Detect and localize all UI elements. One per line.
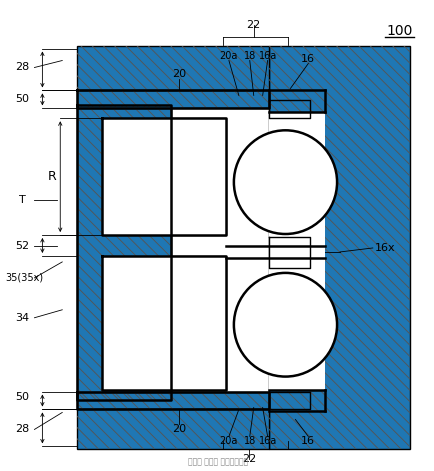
Text: 16a: 16a [258,437,276,447]
PathPatch shape [268,46,408,449]
Text: 52: 52 [16,241,30,251]
Text: 16: 16 [301,437,315,447]
Polygon shape [77,90,268,108]
PathPatch shape [77,391,268,409]
Text: 16x: 16x [374,243,395,253]
Text: 20a: 20a [219,50,237,61]
Text: 20: 20 [172,70,186,80]
Polygon shape [77,409,268,449]
Text: 28: 28 [15,63,30,73]
Text: 20: 20 [172,424,186,434]
Text: 20a: 20a [219,437,237,447]
Polygon shape [77,46,268,90]
Text: 头条号 机械么 社为机械道理: 头条号 机械么 社为机械道理 [187,458,247,467]
PathPatch shape [77,409,268,449]
Polygon shape [171,118,225,235]
Polygon shape [171,256,225,390]
Text: 35(35x): 35(35x) [6,273,43,283]
Text: 22: 22 [246,20,260,30]
Text: 34: 34 [16,313,30,323]
Bar [268,113,325,390]
Text: 18: 18 [243,50,255,61]
PathPatch shape [171,118,225,235]
Text: 18: 18 [243,437,255,447]
Text: 28: 28 [15,424,30,434]
Text: 100: 100 [385,24,412,38]
Bar [102,256,225,390]
Text: 22: 22 [241,455,255,464]
Text: 50: 50 [16,94,30,105]
Circle shape [233,130,336,234]
PathPatch shape [171,256,225,390]
Polygon shape [268,46,408,449]
Bar [102,118,225,235]
PathPatch shape [77,46,268,90]
Text: 16: 16 [301,54,315,64]
PathPatch shape [77,106,171,399]
Circle shape [233,273,336,377]
Text: 50: 50 [16,391,30,401]
Polygon shape [77,391,268,409]
Bar [268,113,325,390]
PathPatch shape [77,90,268,108]
Text: R: R [48,170,56,183]
Text: 16a: 16a [258,50,276,61]
Text: T: T [19,195,26,205]
Polygon shape [77,106,171,399]
